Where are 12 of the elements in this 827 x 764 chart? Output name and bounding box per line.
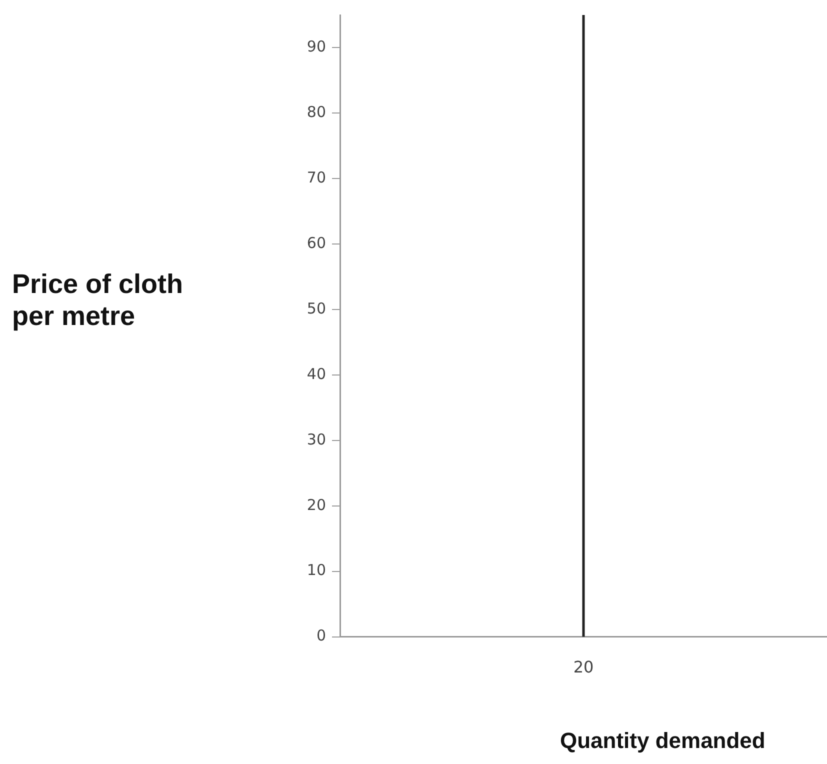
y-tick-label: 60 — [306, 234, 326, 252]
y-tick-label: 80 — [306, 103, 326, 122]
y-tick-label: 90 — [306, 38, 326, 56]
y-axis-title: Price of cloth per metre — [12, 268, 184, 332]
y-tick-label: 30 — [306, 430, 326, 448]
y-tick-label: 50 — [306, 299, 326, 318]
y-tick-label: 10 — [306, 561, 326, 580]
y-tick-label: 20 — [306, 496, 326, 514]
y-tick-label: 70 — [306, 168, 326, 187]
x-axis-title: Quantity demanded — [560, 728, 766, 754]
y-tick-label: 0 — [316, 626, 326, 645]
y-tick-label: 40 — [306, 364, 326, 383]
